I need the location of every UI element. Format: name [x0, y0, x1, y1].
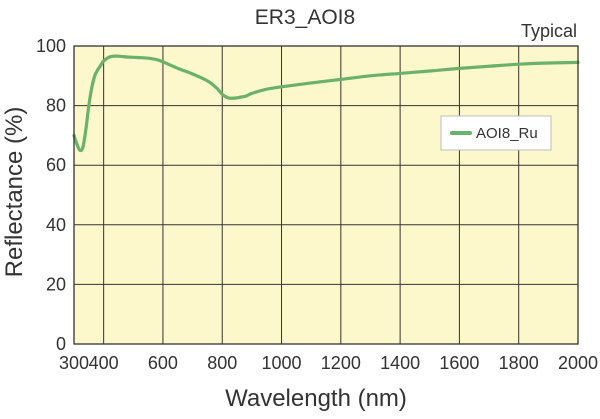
- x-tick-label: 2000: [558, 353, 598, 373]
- x-tick-label: 300: [59, 353, 89, 373]
- x-tick-label: 1000: [262, 353, 302, 373]
- x-axis-label: Wavelength (nm): [225, 385, 407, 412]
- legend: AOI8_Ru: [440, 115, 552, 151]
- x-tick-labels: 300 400 600 800 1000 1200 1400 1600 1800 2000: [59, 353, 598, 373]
- y-tick-label: 80: [46, 96, 66, 116]
- y-axis-label: Reflectance (%): [1, 107, 28, 278]
- x-tick-label: 1800: [499, 353, 539, 373]
- y-tick-label: 40: [46, 215, 66, 235]
- x-tick-label: 1600: [439, 353, 479, 373]
- x-tick-label: 400: [89, 353, 119, 373]
- series-layer: [72, 54, 580, 153]
- y-tick-labels: 0 20 40 60 80 100: [36, 36, 66, 354]
- plot-frame: [73, 45, 579, 345]
- x-tick-label: 1400: [380, 353, 420, 373]
- y-tick-label: 20: [46, 274, 66, 294]
- x-tick-label: 800: [207, 353, 237, 373]
- chart-title: ER3_AOI8: [255, 6, 355, 29]
- series-line-aoi8-ru: [72, 54, 580, 153]
- chart-note: Typical: [521, 21, 577, 41]
- x-tick-label: 600: [148, 353, 178, 373]
- plot-background: [74, 46, 578, 344]
- y-tick-label: 60: [46, 155, 66, 175]
- y-tick-label: 0: [56, 334, 66, 354]
- legend-label: AOI8_Ru: [476, 125, 538, 142]
- x-tick-label: 1200: [321, 353, 361, 373]
- y-tick-label: 100: [36, 36, 66, 56]
